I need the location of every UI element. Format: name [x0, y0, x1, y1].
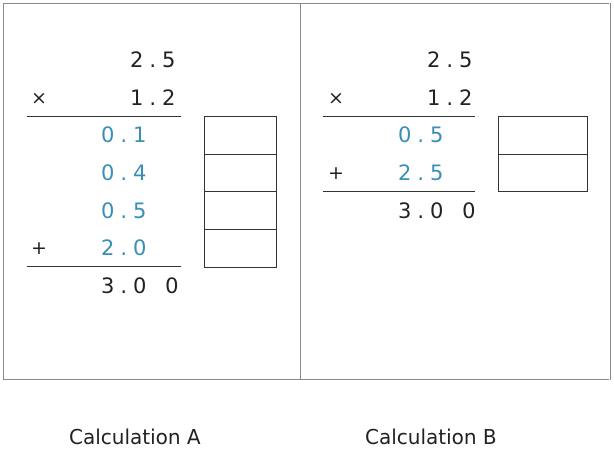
multiplicand: 2.5	[130, 48, 182, 72]
product-rule	[27, 116, 181, 117]
answer-box[interactable]	[204, 229, 277, 268]
answer-box[interactable]	[498, 154, 588, 192]
caption-a: Calculation A	[69, 425, 201, 449]
answer-box[interactable]	[498, 116, 588, 155]
panel-frame	[3, 3, 609, 380]
plus-sign: +	[328, 162, 344, 184]
partial-product: 0.5	[398, 123, 450, 147]
caption-b: Calculation B	[365, 425, 497, 449]
answer-box[interactable]	[204, 154, 277, 193]
answer-box[interactable]	[204, 191, 277, 230]
panel-divider	[300, 3, 301, 380]
partial-product: 0.4	[101, 161, 153, 185]
partial-product: 2.5	[398, 161, 450, 185]
sum-rule	[27, 266, 181, 267]
multiplier: 1.2	[130, 86, 182, 110]
answer-box[interactable]	[204, 116, 277, 155]
result: 3.0 0	[398, 199, 482, 223]
right-edge	[610, 3, 611, 380]
multiplier: 1.2	[427, 86, 479, 110]
multiply-sign: ×	[31, 87, 47, 109]
partial-product: 0.1	[101, 123, 153, 147]
result: 3.0 0	[101, 274, 185, 298]
partial-product: 2.0	[101, 236, 153, 260]
multiply-sign: ×	[328, 87, 344, 109]
plus-sign: +	[31, 237, 47, 259]
sum-rule	[323, 191, 475, 192]
multiplicand: 2.5	[427, 48, 479, 72]
partial-product: 0.5	[101, 199, 153, 223]
product-rule	[323, 116, 475, 117]
